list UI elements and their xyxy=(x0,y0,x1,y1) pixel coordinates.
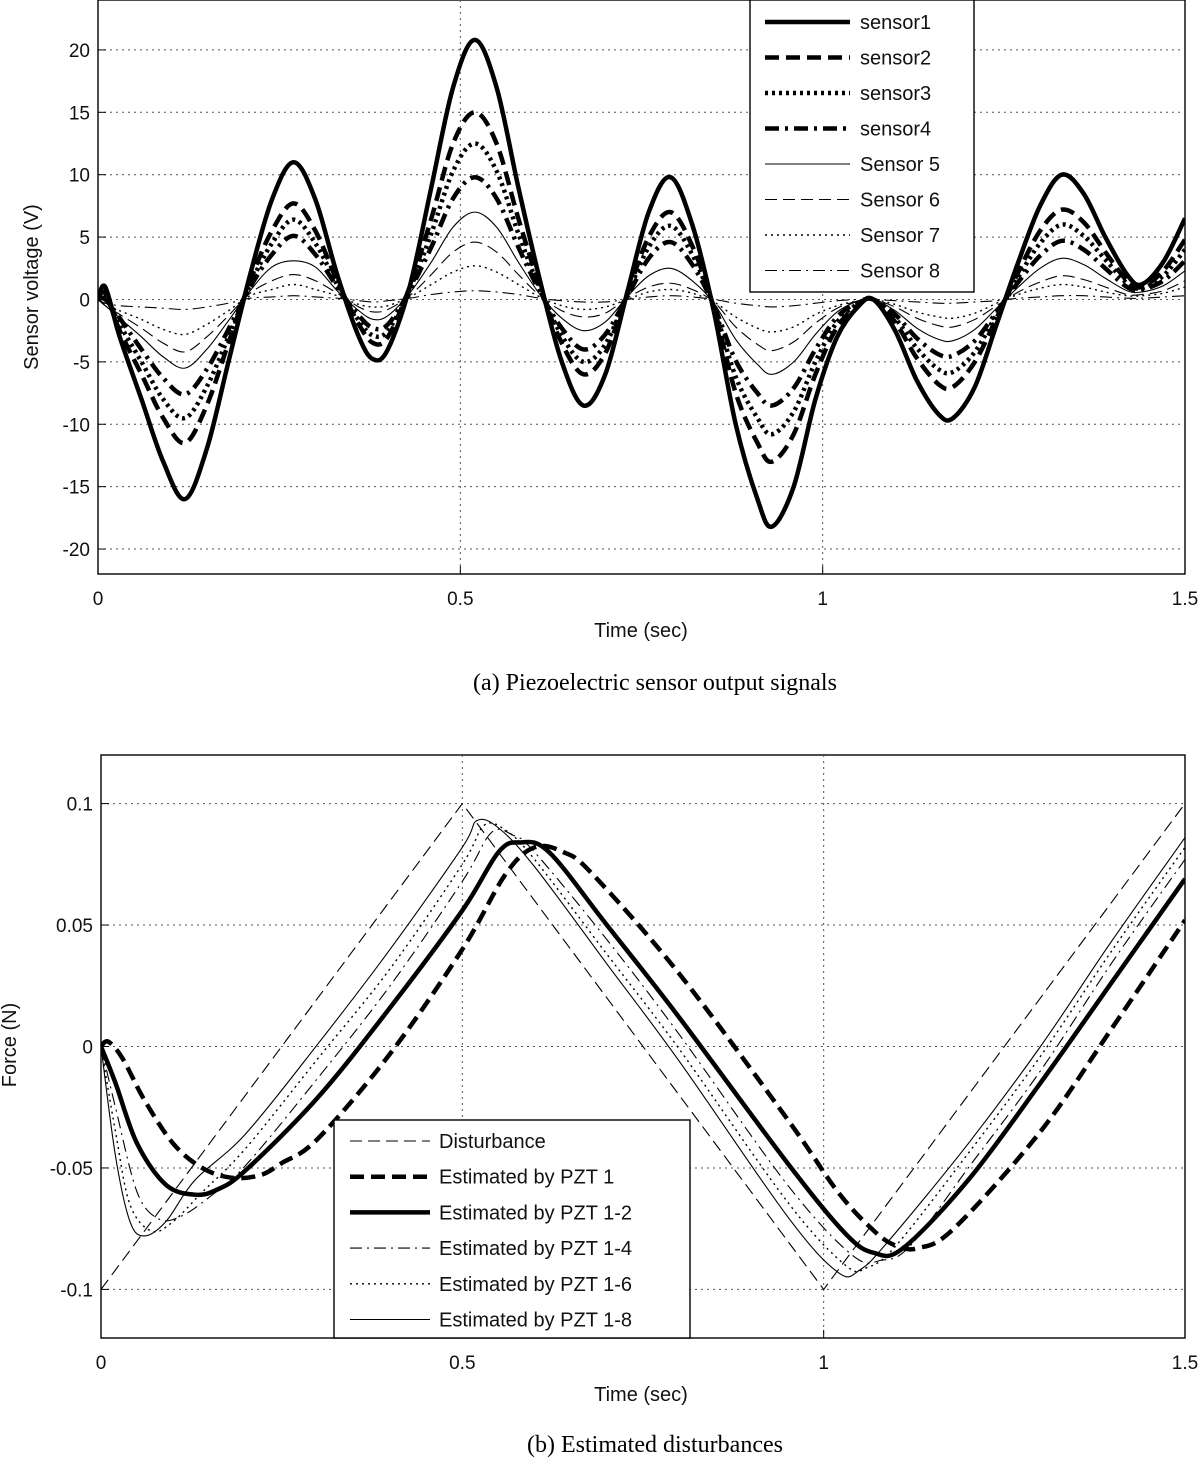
series-line-6 xyxy=(101,818,1185,1278)
legend-a: sensor1 sensor2 sensor3 sensor4 Sensor 5 Sens… xyxy=(749,0,975,293)
series-line-1 xyxy=(101,803,1185,1290)
chart-force: 0 0.5 1 1.5 0.1 0.05 0 -0.05 -0.1 Time (sec) For… xyxy=(0,754,1199,1458)
y-tick-label: -0.1 xyxy=(60,1280,93,1301)
y-tick-label: -20 xyxy=(63,540,90,561)
y-tick-label: -15 xyxy=(63,478,90,499)
series-line-2 xyxy=(98,110,1185,465)
y-tick-label: 15 xyxy=(69,103,90,124)
legend-label: Sensor 6 xyxy=(860,190,940,212)
legend-label: Estimated by PZT 1-4 xyxy=(439,1238,632,1260)
legend-label: sensor4 xyxy=(860,119,931,141)
y-tick-label: -10 xyxy=(63,415,90,436)
gridlines-a xyxy=(98,0,1185,574)
y-tick-label: 0.1 xyxy=(67,795,93,816)
series-line-2 xyxy=(101,843,1185,1252)
legend-label: sensor1 xyxy=(860,12,931,34)
legend-label: Estimated by PZT 1-8 xyxy=(439,1310,632,1332)
x-tick-label: 1.5 xyxy=(1172,1353,1198,1374)
series-group-a xyxy=(98,37,1185,529)
x-tick-label: 1 xyxy=(818,1353,829,1374)
series-line-3 xyxy=(101,839,1185,1259)
y-axis-label-a: Sensor voltage (V) xyxy=(21,204,43,370)
y-axis-label-b: Force (N) xyxy=(0,1003,21,1087)
legend-label: Sensor 8 xyxy=(860,261,940,283)
legend-label: sensor3 xyxy=(860,83,931,105)
caption-b: (b) Estimated disturbances xyxy=(527,1432,783,1458)
ticks-b: 0 0.5 1 1.5 0.1 0.05 0 -0.05 -0.1 xyxy=(50,795,1199,1374)
plot-frame-a xyxy=(97,0,1186,575)
x-axis-label-a: Time (sec) xyxy=(594,620,688,642)
legend-box-a xyxy=(749,0,975,293)
y-tick-label: 5 xyxy=(79,228,90,249)
x-tick-label: 1.5 xyxy=(1172,589,1198,610)
x-tick-label: 0 xyxy=(96,1353,107,1374)
legend-label: Sensor 7 xyxy=(860,225,940,247)
caption-a: (a) Piezoelectric sensor output signals xyxy=(473,670,837,696)
series-group-b xyxy=(101,803,1185,1290)
legend-box-b xyxy=(333,1119,691,1339)
series-line-3 xyxy=(98,141,1185,437)
y-tick-label: 10 xyxy=(69,166,90,187)
series-line-8 xyxy=(98,290,1185,311)
legend-label: sensor2 xyxy=(860,48,931,70)
legend-b: Disturbance Estimated by PZT 1 Estimated b… xyxy=(333,1119,691,1339)
y-tick-label: 20 xyxy=(69,41,90,62)
series-line-4 xyxy=(101,828,1185,1264)
legend-label: Estimated by PZT 1-6 xyxy=(439,1274,632,1296)
ticks-a: 0 0.5 1 1.5 20 15 10 5 0 -5 -10 -15 -20 xyxy=(63,41,1199,610)
legend-label: Estimated by PZT 1-2 xyxy=(439,1202,632,1224)
x-tick-label: 1 xyxy=(817,589,828,610)
legend-label: Sensor 5 xyxy=(860,154,940,176)
y-tick-label: 0 xyxy=(79,290,90,311)
y-tick-label: 0.05 xyxy=(56,916,93,937)
legend-label: Estimated by PZT 1 xyxy=(439,1167,614,1189)
series-line-4 xyxy=(98,174,1185,408)
y-tick-label: 0 xyxy=(82,1038,93,1059)
legend-label: Disturbance xyxy=(439,1131,546,1153)
x-axis-label-b: Time (sec) xyxy=(594,1384,688,1406)
series-line-5 xyxy=(98,211,1185,375)
x-tick-label: 0.5 xyxy=(449,1353,475,1374)
x-tick-label: 0 xyxy=(93,589,104,610)
series-line-6 xyxy=(98,241,1185,353)
y-tick-label: -5 xyxy=(73,353,90,374)
x-tick-label: 0.5 xyxy=(447,589,473,610)
chart-sensor-voltage: 0 0.5 1 1.5 20 15 10 5 0 -5 -10 -15 -20 Time (sec) S… xyxy=(21,0,1198,696)
y-tick-label: -0.05 xyxy=(50,1159,93,1180)
